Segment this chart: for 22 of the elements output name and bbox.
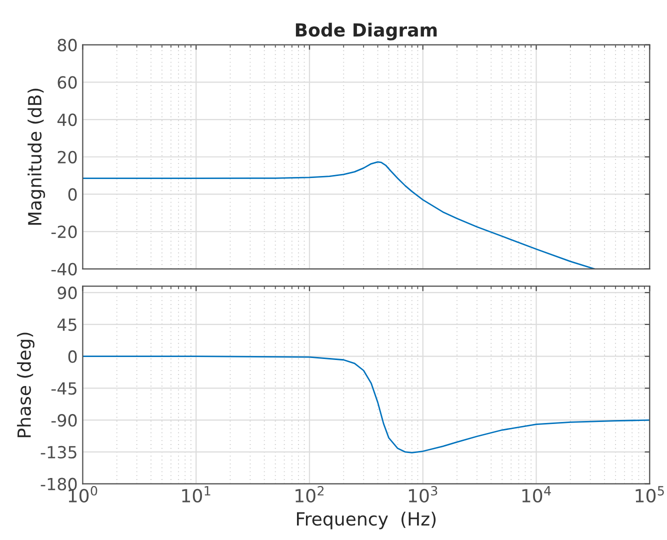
y-tick-label: -20 — [51, 226, 77, 238]
x-tick-label: 10$^{5}$ — [636, 486, 664, 503]
y-tick-label: -45 — [51, 382, 76, 395]
y-tick-label: 90 — [58, 286, 77, 300]
y-tick-label: -40 — [51, 262, 77, 276]
chart-title: Bode Diagram — [296, 22, 437, 40]
x-tick-label: 10$^{4}$ — [522, 486, 551, 503]
y-tick-label: 60 — [58, 76, 77, 89]
x-tick-label: 10$^{3}$ — [408, 486, 438, 503]
y-tick-label: 20 — [58, 150, 77, 164]
y-axis-title: Magnitude (dB) — [28, 88, 46, 225]
y-tick-label: -90 — [51, 414, 77, 427]
y-tick-label: -135 — [40, 446, 76, 459]
x-axis-title: Frequency (Hz) — [297, 512, 436, 530]
y-tick-label: 40 — [57, 113, 77, 126]
y-tick-label: 0 — [68, 188, 77, 201]
y-tick-label: 80 — [58, 38, 77, 52]
y-tick-label: 0 — [68, 350, 77, 363]
x-tick-label: 10$^{1}$ — [182, 486, 210, 503]
x-tick-label: 10$^{2}$ — [296, 486, 324, 503]
y-tick-label: 45 — [57, 318, 76, 332]
y-axis-title: Phase (deg) — [16, 332, 34, 438]
